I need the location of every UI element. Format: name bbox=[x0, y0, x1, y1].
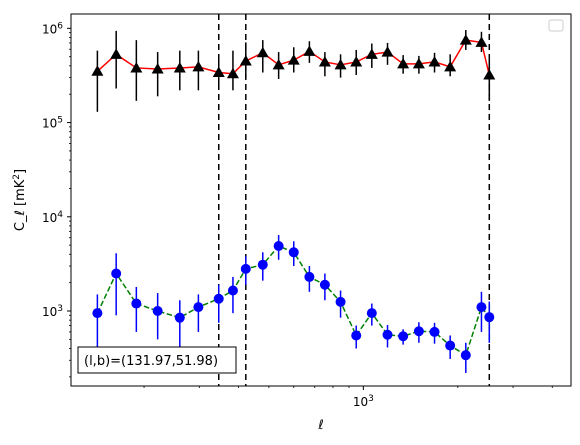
series-1-point bbox=[460, 350, 471, 361]
series-0-point bbox=[192, 60, 205, 72]
series-1-point bbox=[111, 268, 122, 279]
series-1-point bbox=[413, 326, 424, 337]
series-0-point bbox=[239, 55, 252, 66]
series-1-point bbox=[174, 312, 185, 323]
series-0-point bbox=[318, 55, 331, 67]
series-1-point bbox=[227, 285, 238, 296]
series-0-point bbox=[365, 48, 378, 59]
series-0-point bbox=[110, 48, 123, 59]
series-0-point bbox=[483, 68, 496, 80]
x-axis-label: ℓ bbox=[317, 418, 323, 433]
series-0-point bbox=[381, 46, 394, 57]
series-0-point bbox=[444, 60, 457, 72]
series-1-point bbox=[213, 293, 224, 304]
legend-box bbox=[548, 19, 564, 32]
series-1-point bbox=[476, 302, 487, 313]
series-1-point bbox=[335, 296, 346, 307]
y-tick-label: 104 bbox=[42, 210, 63, 225]
series-1-point bbox=[304, 271, 315, 282]
series-0-point bbox=[412, 57, 425, 69]
series-0-point bbox=[303, 45, 316, 56]
y-tick-label: 105 bbox=[42, 116, 63, 131]
series-1-point bbox=[445, 340, 456, 351]
series-0-point bbox=[226, 67, 239, 79]
series-0-point bbox=[459, 34, 472, 45]
series-1-point bbox=[366, 308, 377, 319]
series-1-point bbox=[484, 312, 495, 323]
series-1-point bbox=[429, 326, 440, 337]
series-0-point bbox=[91, 65, 104, 76]
series-0-point bbox=[212, 66, 225, 77]
series-0-point bbox=[272, 58, 285, 70]
series-1-point bbox=[398, 331, 409, 342]
series-0-point bbox=[130, 61, 143, 73]
series-1-point bbox=[193, 302, 204, 313]
series-1-point bbox=[257, 259, 268, 270]
series-1-point bbox=[92, 308, 103, 319]
series-1-point bbox=[351, 330, 362, 341]
series-1-point bbox=[273, 240, 284, 251]
series-0-point bbox=[350, 55, 363, 67]
series-0-point bbox=[475, 36, 488, 47]
y-axis-label: C_ℓ [mK2] bbox=[12, 169, 28, 231]
series-0-point bbox=[287, 54, 300, 65]
x-tick-label: 103 bbox=[353, 394, 374, 409]
series-1-point bbox=[240, 263, 251, 274]
series-1-point bbox=[152, 306, 163, 317]
series-0-point bbox=[151, 63, 164, 74]
series-1-point bbox=[319, 279, 330, 290]
series-1-point bbox=[288, 247, 299, 258]
series-0-point bbox=[428, 55, 441, 67]
plot-area bbox=[91, 14, 496, 386]
annotation-text: (l,b)=(131.97,51.98) bbox=[84, 354, 218, 369]
y-tick-label: 106 bbox=[42, 21, 63, 36]
series-1-point bbox=[131, 298, 142, 309]
series-0-point bbox=[334, 58, 347, 70]
series-1-point bbox=[382, 329, 393, 340]
series-0-point bbox=[397, 57, 410, 69]
y-tick-label: 103 bbox=[42, 304, 63, 319]
axes-frame bbox=[70, 13, 572, 387]
annotation-box bbox=[77, 346, 237, 374]
series-0-point bbox=[256, 46, 269, 58]
series-0-point bbox=[173, 61, 186, 73]
